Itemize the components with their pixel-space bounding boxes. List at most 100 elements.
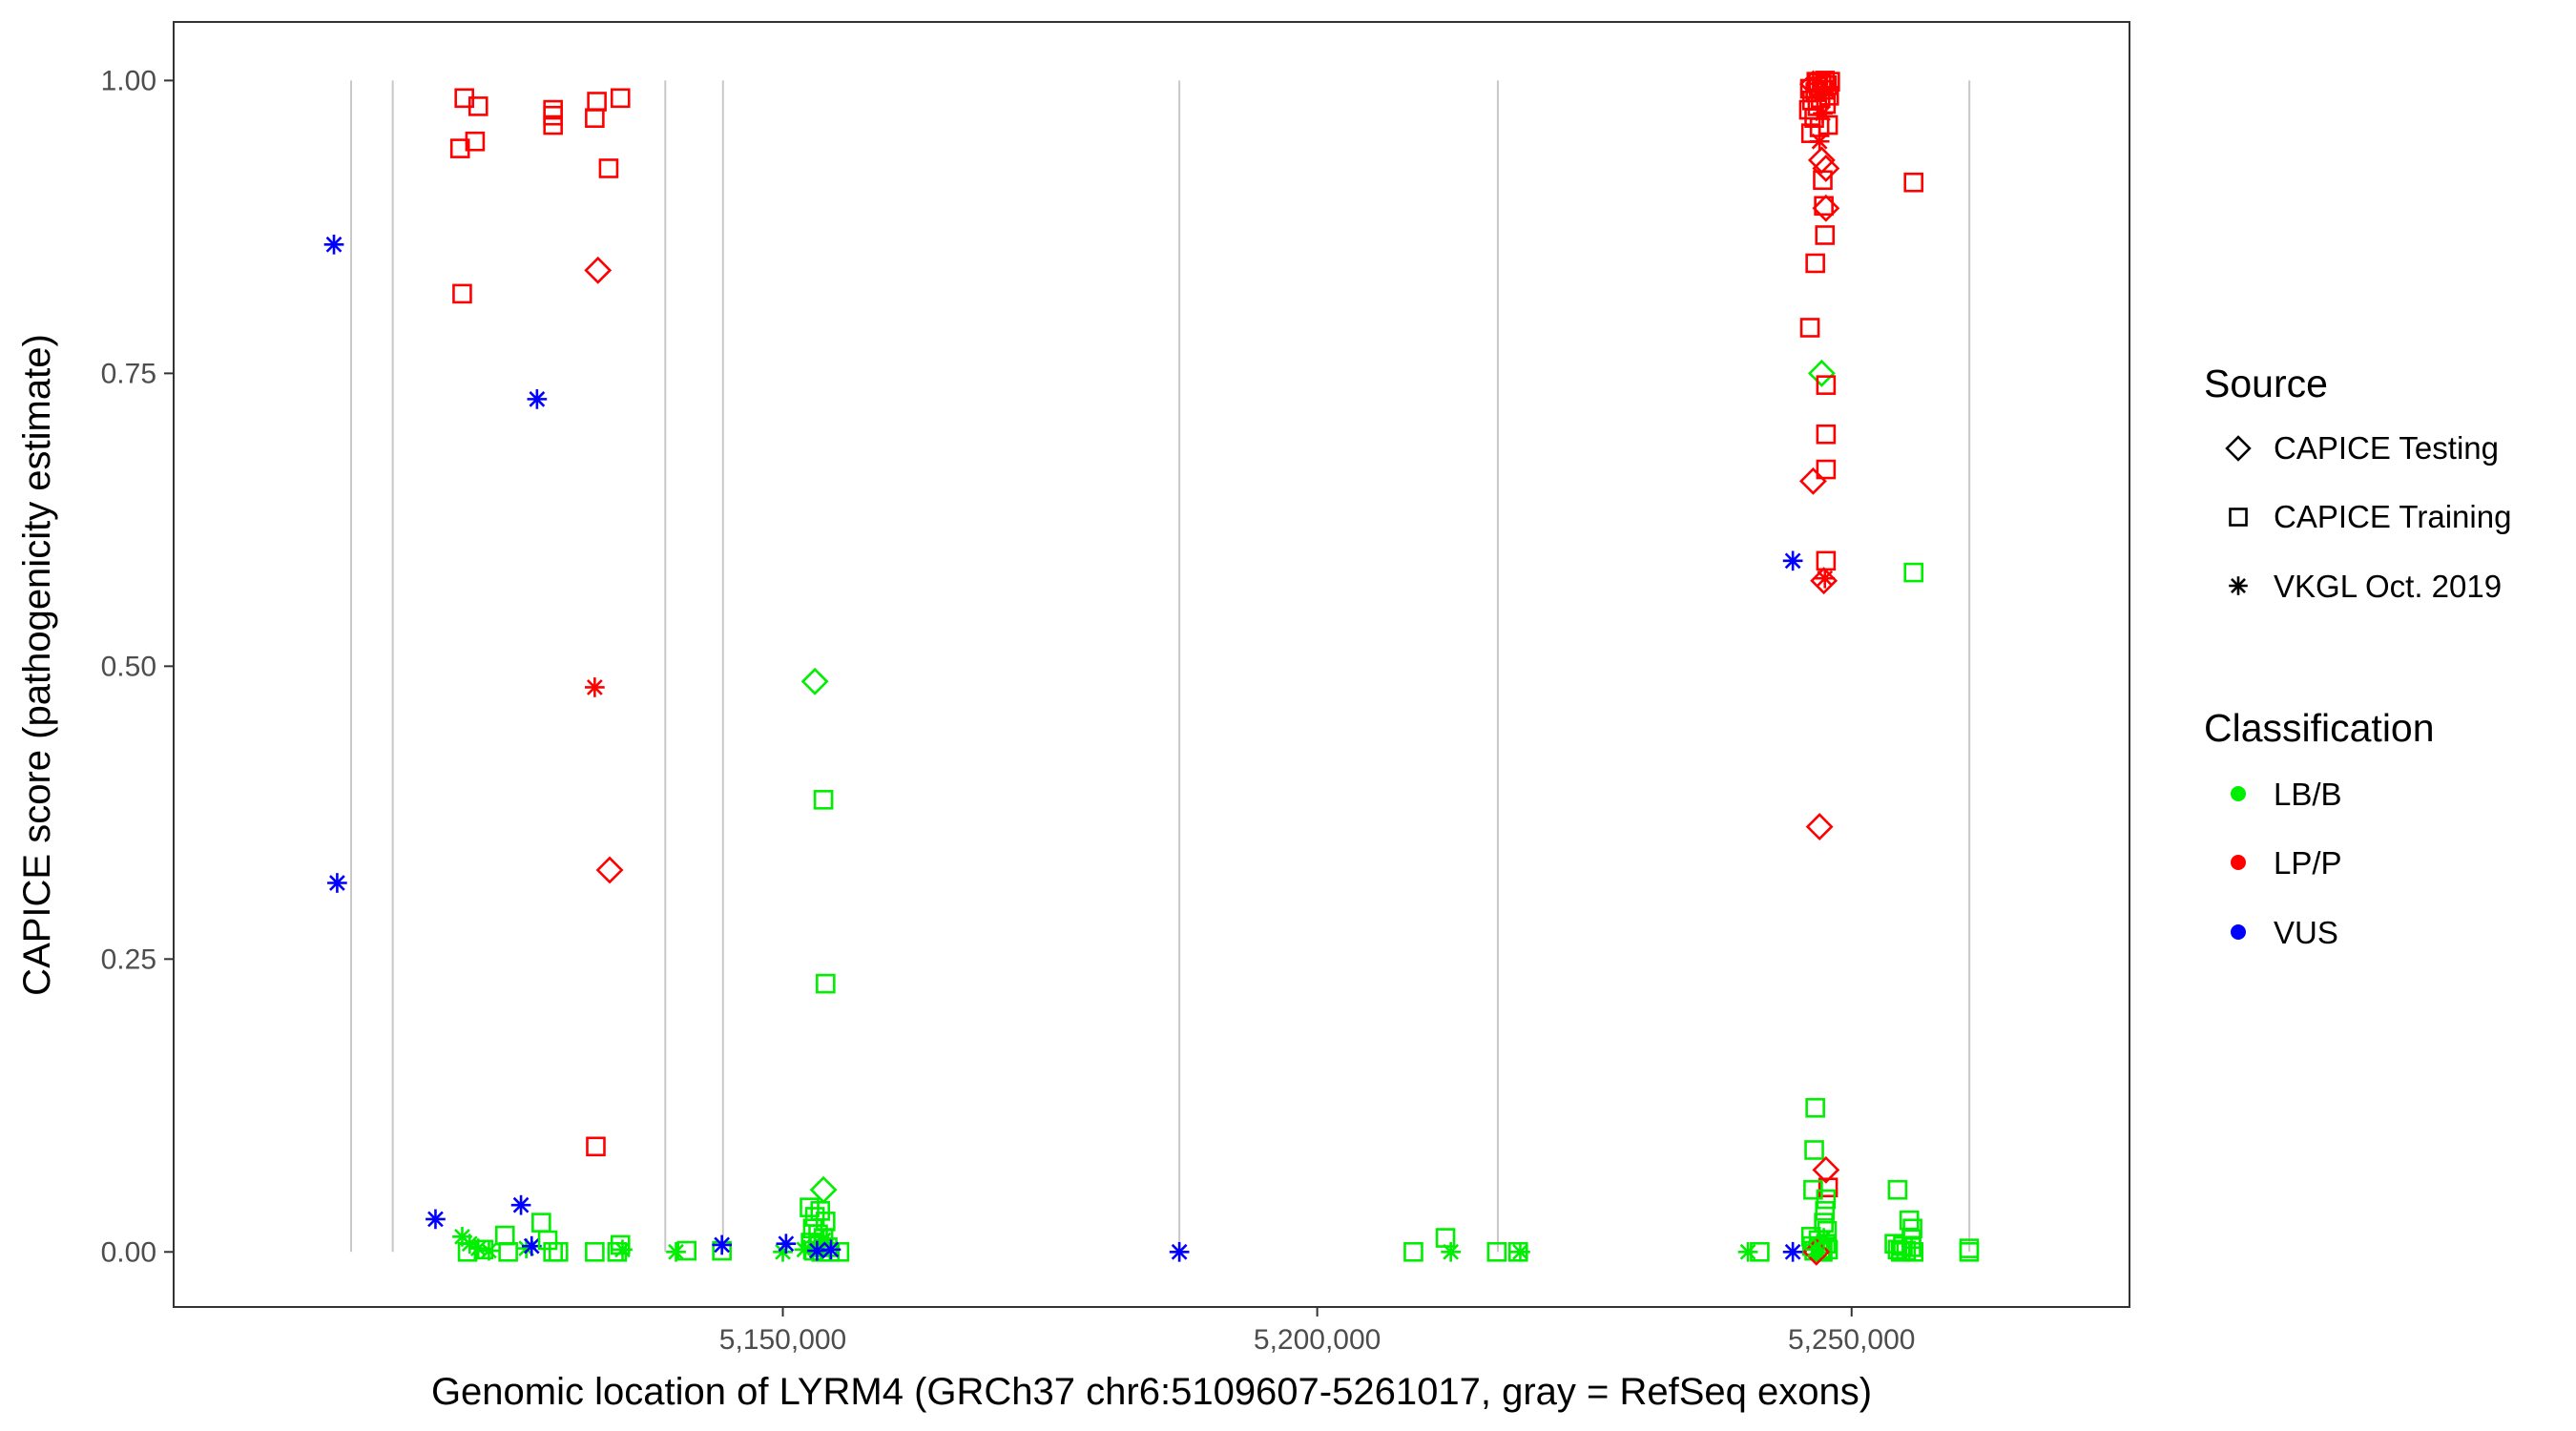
data-point xyxy=(585,1241,605,1262)
legend-source-title: Source xyxy=(2204,362,2328,405)
diamond-icon xyxy=(2225,435,2252,462)
legend-item-lb-b: LB/B xyxy=(2231,777,2342,812)
data-point xyxy=(676,1240,697,1261)
data-point xyxy=(613,1239,633,1260)
data-point xyxy=(1782,550,1803,571)
data-point xyxy=(1890,1241,1911,1262)
data-point xyxy=(327,873,347,893)
data-point xyxy=(426,1209,446,1230)
data-point xyxy=(1959,1241,1980,1262)
legend-label: VUS xyxy=(2274,915,2338,950)
lb-b-dot-icon xyxy=(2231,786,2246,801)
y-axis-title: CAPICE score (pathogenicity estimate) xyxy=(16,334,58,996)
data-point xyxy=(585,677,605,697)
y-tick-label: 1.00 xyxy=(101,65,156,96)
diamond-marker xyxy=(2225,435,2252,462)
data-point xyxy=(498,1241,518,1262)
data-point xyxy=(449,138,470,158)
data-point xyxy=(800,667,829,695)
data-point xyxy=(1816,375,1837,395)
data-point xyxy=(1901,1237,1922,1257)
data-point xyxy=(1818,114,1839,135)
data-point xyxy=(813,790,834,810)
legend-classification-title: Classification xyxy=(2204,706,2435,750)
data-point xyxy=(1812,1155,1840,1184)
data-point xyxy=(1815,225,1836,245)
x-tick-label: 5,250,000 xyxy=(1788,1324,1915,1356)
data-point xyxy=(527,389,548,409)
x-tick-label: 5,200,000 xyxy=(1254,1324,1381,1356)
data-point xyxy=(712,1234,733,1255)
data-point xyxy=(543,99,563,120)
data-point xyxy=(1812,155,1840,182)
data-point xyxy=(1802,1237,1831,1266)
data-point xyxy=(452,283,472,304)
legend-item-lp-p: LP/P xyxy=(2231,845,2342,881)
data-point xyxy=(1816,1189,1837,1210)
data-point xyxy=(587,92,607,112)
data-point xyxy=(1903,172,1924,193)
data-point xyxy=(1903,562,1924,583)
data-point xyxy=(1169,1241,1190,1262)
legend-label: CAPICE Testing xyxy=(2274,430,2499,466)
square-marker xyxy=(2229,508,2248,527)
data-points xyxy=(323,70,1980,1266)
data-point xyxy=(548,1241,569,1262)
data-point xyxy=(610,1234,631,1255)
data-point xyxy=(1807,359,1836,387)
legend-item-capice-training: CAPICE Training xyxy=(2229,499,2511,534)
data-point xyxy=(1815,568,1836,589)
x-tick-label: 5,150,000 xyxy=(719,1324,846,1356)
data-point xyxy=(776,1234,797,1255)
data-point xyxy=(1799,318,1820,338)
data-point xyxy=(323,234,344,255)
data-point xyxy=(1805,813,1834,841)
data-point xyxy=(1510,1241,1530,1262)
y-tick-label: 0.50 xyxy=(101,651,156,682)
data-point xyxy=(1486,1241,1507,1262)
data-point xyxy=(1814,1228,1834,1248)
data-point xyxy=(1817,75,1838,95)
legend: Source CAPICE Testing CAPICE Training VK… xyxy=(2204,362,2511,950)
data-point xyxy=(1815,71,1836,91)
data-point xyxy=(1805,1239,1826,1260)
legend-label: CAPICE Training xyxy=(2274,499,2511,534)
data-point xyxy=(1805,253,1825,274)
legend-item-vkgl: VKGL Oct. 2019 xyxy=(2229,569,2502,604)
legend-label: LP/P xyxy=(2274,845,2342,881)
square-icon xyxy=(2229,508,2248,527)
data-point xyxy=(1816,424,1837,445)
data-point xyxy=(586,1136,606,1157)
legend-label: LB/B xyxy=(2274,777,2342,812)
data-point xyxy=(1805,1097,1825,1118)
data-point xyxy=(521,1235,542,1256)
data-point xyxy=(1403,1241,1423,1262)
data-point xyxy=(1807,146,1836,175)
data-point xyxy=(510,1194,531,1215)
data-point xyxy=(584,256,613,284)
vus-dot-icon xyxy=(2231,924,2246,940)
data-point xyxy=(595,856,624,884)
legend-item-vus: VUS xyxy=(2231,915,2338,950)
axis-ticks: 0.00 0.25 0.50 0.75 1.00 5,150,000 5,200,000 5,… xyxy=(101,65,1916,1356)
data-point xyxy=(1815,1201,1836,1221)
data-point xyxy=(598,158,619,178)
y-tick-label: 0.75 xyxy=(101,358,156,389)
plot-panel-border xyxy=(173,21,2130,1308)
data-point xyxy=(473,1239,494,1260)
data-point xyxy=(1737,1241,1758,1262)
data-point xyxy=(1812,194,1840,222)
data-point xyxy=(1818,1177,1839,1198)
data-point xyxy=(666,1241,686,1262)
asterisk-marker xyxy=(2229,576,2248,595)
data-point xyxy=(773,1241,793,1262)
lp-p-dot-icon xyxy=(2231,855,2246,870)
data-point xyxy=(1782,1241,1803,1262)
data-point xyxy=(537,1230,558,1251)
y-tick-label: 0.25 xyxy=(101,944,156,975)
data-point xyxy=(1887,1179,1908,1200)
data-point xyxy=(1750,1241,1770,1262)
data-point xyxy=(467,96,488,116)
legend-label: VKGL Oct. 2019 xyxy=(2274,569,2502,604)
